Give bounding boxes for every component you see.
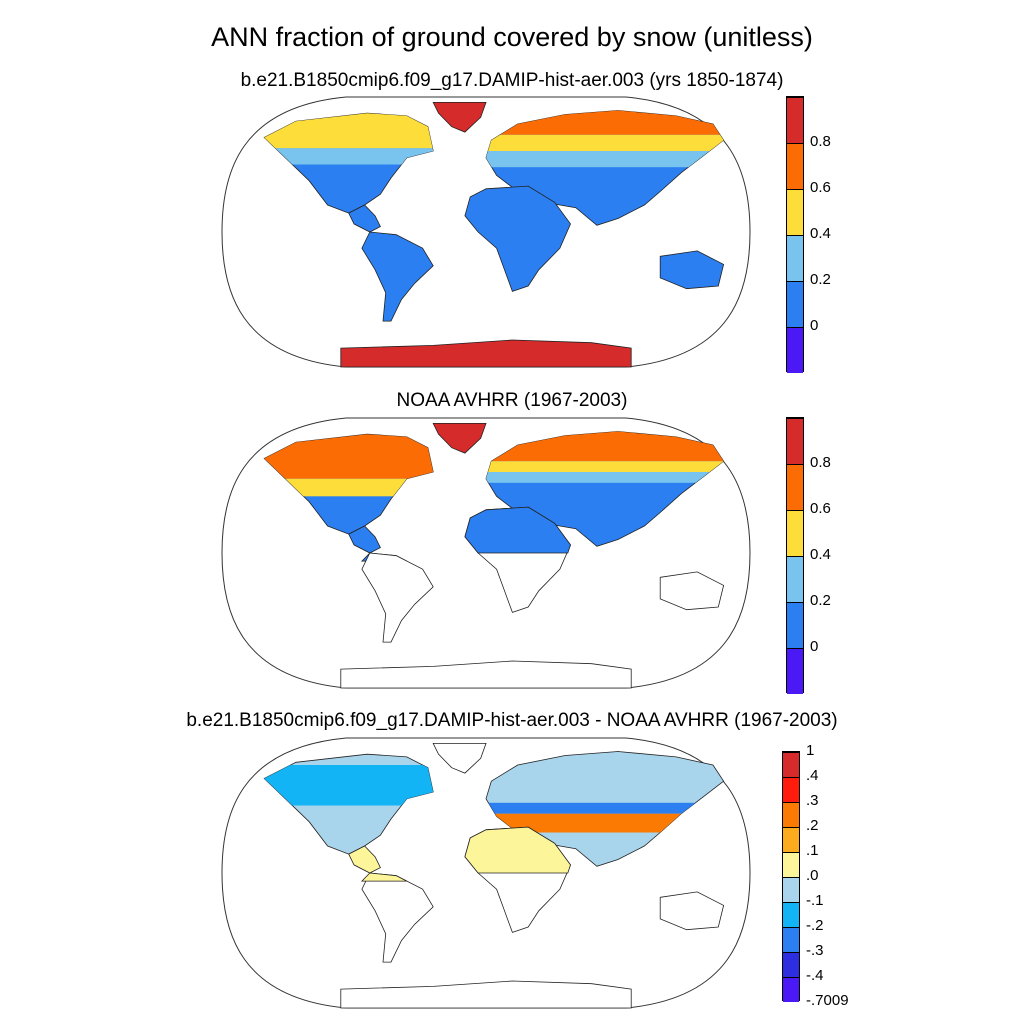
colorbar-panel-3-swatch <box>783 902 799 927</box>
map-panel-2 <box>221 417 751 689</box>
south-america <box>361 552 434 643</box>
colorbar-panel-2-tick-label: 0.2 <box>810 592 831 609</box>
colorbar-panel-3-tick-label: -.1 <box>806 892 824 909</box>
colorbar-panel-1-swatch <box>787 235 803 281</box>
eurasia-snow-low <box>486 151 724 168</box>
central-america <box>348 525 381 554</box>
eurasia-snow-low <box>486 472 724 483</box>
south-america-north-diff <box>360 872 407 882</box>
antarctica <box>340 660 632 689</box>
colorbar-panel-3-swatch <box>783 852 799 877</box>
greenland <box>432 743 487 774</box>
eurasia-diff-negative <box>486 802 724 814</box>
colorbar-panel-1-tick-label: 0.8 <box>810 133 831 150</box>
greenland <box>432 422 487 454</box>
central-america <box>348 845 381 874</box>
greenland <box>432 102 487 133</box>
antarctica <box>340 339 632 368</box>
colorbar-panel-2 <box>786 417 804 694</box>
map-panel-3 <box>221 737 751 1009</box>
colorbar-panel-3-swatch <box>783 777 799 802</box>
colorbar-panel-2-swatch <box>787 648 803 694</box>
south-america <box>361 231 434 322</box>
colorbar-panel-3-swatch <box>783 827 799 852</box>
colorbar-panel-2-tick-label: 0.8 <box>810 454 831 471</box>
colorbar-panel-2-tick-label: 0 <box>810 638 819 655</box>
colorbar-panel-3-tick-label: .2 <box>806 817 819 834</box>
colorbar-panel-3-swatch <box>783 877 799 902</box>
colorbar-panel-2-swatch <box>787 510 803 556</box>
colorbar-panel-1-swatch <box>787 97 803 143</box>
africa-north-coverage <box>464 506 571 554</box>
colorbar-panel-2-swatch <box>787 464 803 510</box>
colorbar-panel-1-tick-label: 0.2 <box>810 271 831 288</box>
australia <box>659 571 725 611</box>
colorbar-panel-3-tick-label: -.2 <box>806 917 824 934</box>
colorbar-panel-1-swatch <box>787 327 803 373</box>
africa-north-diff <box>464 826 571 874</box>
colorbar-panel-2-tick-label: 0.4 <box>810 546 831 563</box>
colorbar-panel-2-tick-label: 0.6 <box>810 500 831 517</box>
eurasia-diff-positive <box>486 813 724 833</box>
antarctica <box>340 980 632 1009</box>
colorbar-panel-3-swatch <box>783 802 799 827</box>
eurasia-snow-mid <box>486 461 724 472</box>
colorbar-panel-1-swatch <box>787 189 803 235</box>
colorbar-panel-2-swatch <box>787 602 803 648</box>
panel-1-title: b.e21.B1850cmip6.f09_g17.DAMIP-hist-aer.… <box>240 70 784 91</box>
panel-2-title: NOAA AVHRR (1967-2003) <box>396 390 628 411</box>
colorbar-panel-1-tick-label: 0.6 <box>810 179 831 196</box>
colorbar-panel-1-swatch <box>787 281 803 327</box>
eurasia-snow-mid <box>486 134 724 151</box>
colorbar-panel-3-swatch <box>783 927 799 952</box>
colorbar-panel-1-swatch <box>787 143 803 189</box>
colorbar-panel-3-tick-label: 1 <box>806 742 815 759</box>
colorbar-panel-3-tick-label: -.4 <box>806 967 824 984</box>
map-panel-1 <box>221 96 751 368</box>
colorbar-panel-3-swatch <box>783 952 799 977</box>
colorbar-panel-3-tick-label: -.7009 <box>806 992 849 1009</box>
colorbar-panel-1-tick-label: 0.4 <box>810 225 831 242</box>
colorbar-panel-3-swatch <box>783 977 799 1002</box>
colorbar-panel-3-swatch <box>783 752 799 777</box>
colorbar-panel-2-swatch <box>787 418 803 464</box>
north-america-diff-negative <box>264 765 434 806</box>
colorbar-panel-2-swatch <box>787 556 803 602</box>
panel-3-title: b.e21.B1850cmip6.f09_g17.DAMIP-hist-aer.… <box>186 710 838 731</box>
colorbar-panel-3-tick-label: .3 <box>806 792 819 809</box>
colorbar-panel-3-tick-label: .0 <box>806 867 819 884</box>
south-america <box>361 872 434 963</box>
colorbar-panel-3 <box>782 751 800 1002</box>
figure-title: ANN fraction of ground covered by snow (… <box>211 22 813 52</box>
colorbar-panel-1 <box>786 96 804 373</box>
north-america-snow-mid <box>264 478 434 497</box>
colorbar-panel-3-tick-label: -.3 <box>806 942 824 959</box>
central-america <box>348 204 381 233</box>
australia <box>659 250 725 290</box>
colorbar-panel-3-tick-label: .1 <box>806 842 819 859</box>
australia <box>659 891 725 931</box>
colorbar-panel-3-tick-label: .4 <box>806 767 819 784</box>
colorbar-panel-1-tick-label: 0 <box>810 317 819 334</box>
africa <box>464 185 571 292</box>
north-america-snow-mid <box>264 148 434 165</box>
